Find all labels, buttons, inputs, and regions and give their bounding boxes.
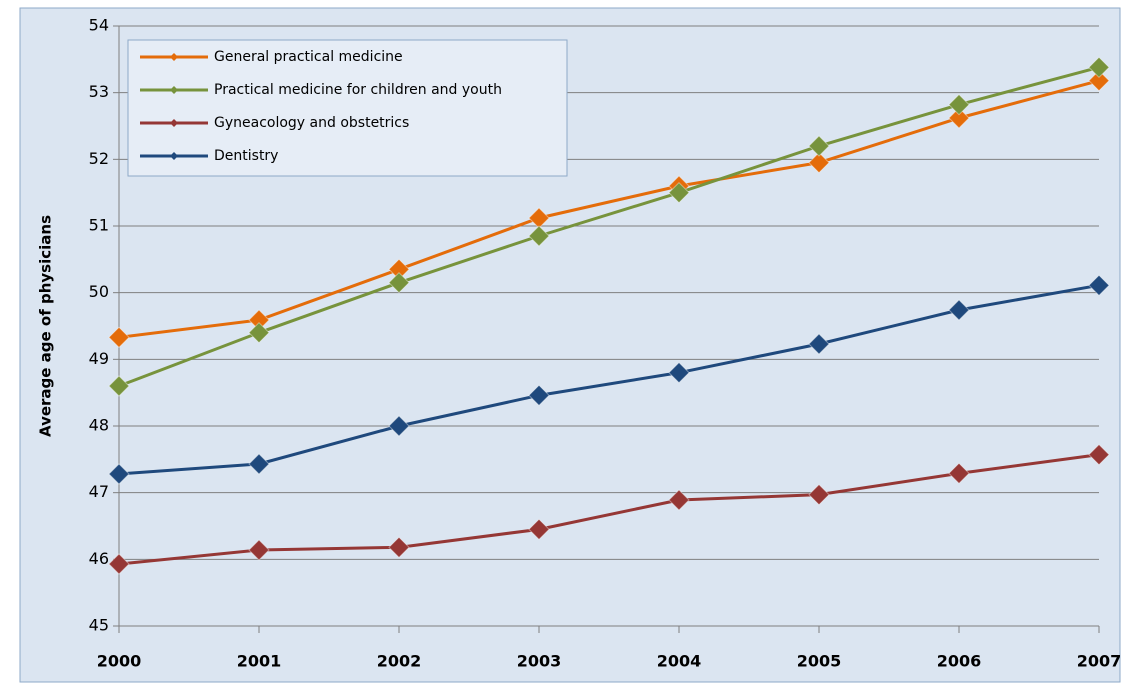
marker [1088,56,1110,79]
marker [808,151,830,174]
y-tick-label: 46 [89,549,109,568]
marker [808,135,830,157]
marker [948,93,970,116]
y-tick-label: 48 [89,416,109,435]
marker [1088,69,1110,92]
legend-marker [170,53,178,61]
x-tick-label: 2001 [237,652,282,671]
marker [528,225,550,247]
y-tick-label: 52 [89,149,109,168]
y-tick-label: 54 [89,16,109,35]
marker [528,384,550,407]
x-tick-label: 2006 [937,652,982,671]
marker [808,483,830,506]
marker [668,181,690,204]
series-line [118,65,1100,388]
marker [668,489,690,511]
marker [388,536,410,559]
marker [108,463,130,485]
y-tick-label: 47 [89,482,109,501]
marker [1088,274,1110,297]
y-tick-label: 49 [89,349,109,368]
marker [948,107,970,129]
x-tick-label: 2005 [797,652,842,671]
marker [948,299,970,321]
marker [948,462,970,485]
y-tick-label: 51 [89,216,109,235]
marker [808,333,830,355]
marker [108,553,130,575]
y-tick-label: 50 [89,282,109,301]
marker [668,361,690,384]
y-tick-label: 45 [89,616,109,635]
legend-marker [170,119,178,127]
marker [1088,443,1110,466]
x-tick-label: 2002 [377,652,422,671]
legend-label: Practical medicine for children and yout… [214,82,502,98]
legend-label: General practical medicine [214,49,403,65]
y-axis-label: Average age of physicians [37,215,55,437]
marker [248,321,270,344]
x-tick-label: 2004 [657,652,702,671]
marker [248,453,270,475]
marker [108,375,130,397]
marker [528,518,550,541]
x-tick-label: 2007 [1077,652,1122,671]
series-line [118,453,1100,566]
legend-marker [170,86,178,94]
x-tick-label: 2003 [517,652,562,671]
marker [388,271,410,294]
legend-label: Gyneacology and obstetrics [214,115,409,131]
series-line [118,79,1100,339]
marker [108,326,130,349]
legend-box [127,39,568,177]
x-tick-label: 2000 [97,652,142,671]
legend-label: Dentistry [214,148,278,164]
y-tick-label: 53 [89,82,109,101]
marker [248,539,270,561]
series-line [118,283,1100,476]
marker [388,415,410,437]
legend-marker [170,152,178,160]
